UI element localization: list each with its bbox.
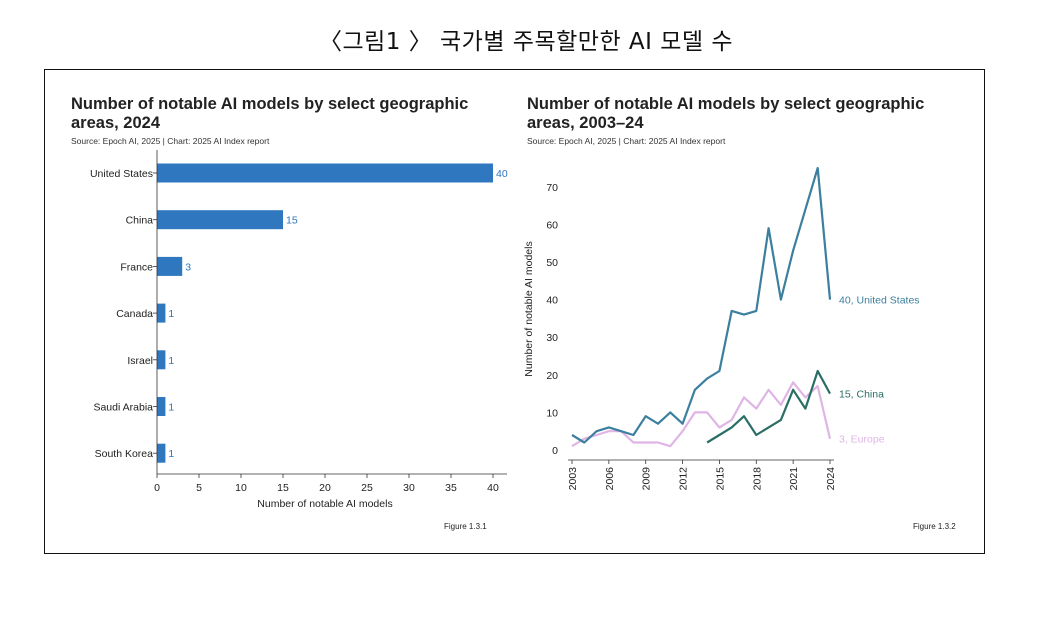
figure-caption: 〈그림1 〉 국가별 주목할만한 AI 모델 수 xyxy=(0,22,1052,56)
y-tick-label: 30 xyxy=(546,332,558,344)
y-tick-label: 10 xyxy=(546,407,558,419)
bar xyxy=(157,350,165,369)
x-tick-label: 10 xyxy=(235,482,247,494)
x-tick-label: 2018 xyxy=(751,467,763,491)
series-line-china xyxy=(707,371,830,443)
y-axis-title: Number of notable AI models xyxy=(523,241,535,376)
figure-frame: Number of notable AI models by select ge… xyxy=(44,69,985,554)
x-axis-title: Number of notable AI models xyxy=(257,498,392,510)
category-label: Saudi Arabia xyxy=(93,402,153,414)
y-tick-label: 20 xyxy=(546,370,558,382)
category-label: China xyxy=(126,215,154,227)
line-chart-source: Source: Epoch AI, 2025 | Chart: 2025 AI … xyxy=(527,136,725,146)
bar-value-label: 1 xyxy=(168,308,174,320)
x-tick-label: 2015 xyxy=(714,467,726,491)
y-tick-label: 0 xyxy=(552,445,558,457)
bar xyxy=(157,210,283,229)
x-tick-label: 20 xyxy=(319,482,331,494)
y-tick-label: 70 xyxy=(546,182,558,194)
x-tick-label: 5 xyxy=(196,482,202,494)
y-tick-label: 40 xyxy=(546,295,558,307)
line-chart: 0 10 20 30 40 50 60 70 2003 2006 2009 2012 2015 2018 2… xyxy=(515,150,975,530)
category-label: South Korea xyxy=(95,448,154,460)
x-tick-label: 2009 xyxy=(641,467,653,491)
bar-chart-title: Number of notable AI models by select ge… xyxy=(71,95,511,133)
category-label: France xyxy=(120,261,153,273)
x-tick-label: 2024 xyxy=(825,467,837,491)
x-tick-label: 15 xyxy=(277,482,289,494)
category-label: United States xyxy=(90,168,153,180)
x-tick-label: 40 xyxy=(487,482,499,494)
bar-value-label: 3 xyxy=(185,261,191,273)
series-end-label: 15, China xyxy=(839,389,884,401)
bar-value-label: 15 xyxy=(286,215,298,227)
bar xyxy=(157,444,165,463)
series-end-label: 3, Europe xyxy=(839,434,885,446)
category-label: Canada xyxy=(116,308,153,320)
x-tick-label: 30 xyxy=(403,482,415,494)
bar-value-label: 1 xyxy=(168,402,174,414)
x-tick-label: 2003 xyxy=(567,467,579,491)
x-tick-label: 25 xyxy=(361,482,373,494)
bar-chart-source: Source: Epoch AI, 2025 | Chart: 2025 AI … xyxy=(71,136,269,146)
series-end-label: 40, United States xyxy=(839,295,920,307)
x-tick-label: 0 xyxy=(154,482,160,494)
bar-value-label: 40 xyxy=(496,168,508,180)
x-tick-label: 2012 xyxy=(678,467,690,491)
bar-value-label: 1 xyxy=(168,355,174,367)
category-label: Israel xyxy=(127,355,153,367)
bar xyxy=(157,164,493,183)
line-chart-title: Number of notable AI models by select ge… xyxy=(527,95,967,133)
bar-value-label: 1 xyxy=(168,448,174,460)
bar xyxy=(157,397,165,416)
y-tick-label: 50 xyxy=(546,257,558,269)
x-tick-label: 2021 xyxy=(788,467,800,491)
x-tick-label: 2006 xyxy=(604,467,616,491)
y-tick-label: 60 xyxy=(546,219,558,231)
bar xyxy=(157,304,165,323)
series-line-united-states xyxy=(572,168,830,443)
bar xyxy=(157,257,182,276)
x-tick-label: 35 xyxy=(445,482,457,494)
